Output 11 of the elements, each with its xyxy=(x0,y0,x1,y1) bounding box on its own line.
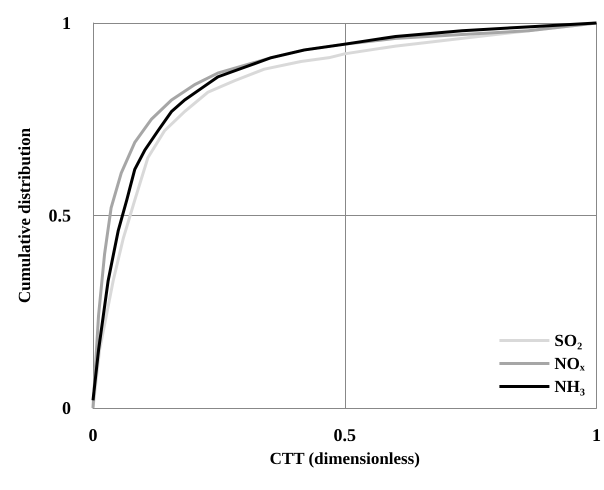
y-tick-label: 1 xyxy=(62,13,71,33)
legend-label: NOₓ xyxy=(554,354,585,373)
y-tick-label: 0 xyxy=(62,398,71,418)
x-tick-label: 0 xyxy=(88,425,98,445)
legend-label: SO₂ xyxy=(554,331,582,350)
y-axis-title: Cumulative distribution xyxy=(15,127,34,304)
legend-label: NH₃ xyxy=(554,377,586,396)
y-tick-label: 0.5 xyxy=(48,206,71,226)
x-tick-label: 0.5 xyxy=(334,425,356,445)
x-axis-title: CTT (dimensionless) xyxy=(270,449,420,468)
x-tick-label: 1 xyxy=(592,425,601,445)
